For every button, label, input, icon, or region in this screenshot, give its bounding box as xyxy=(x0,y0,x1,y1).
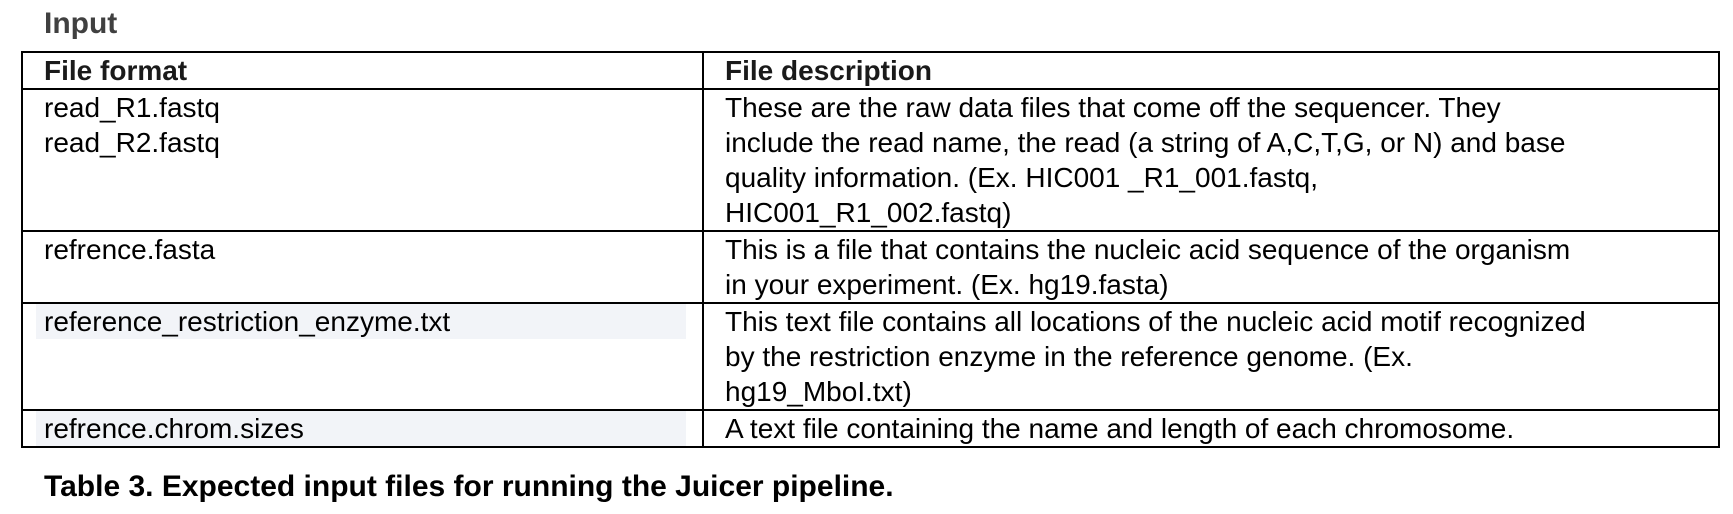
description-line: HIC001_R1_002.fastq) xyxy=(725,197,1012,228)
file-description-cell: A text file containing the name and leng… xyxy=(702,409,1720,448)
file-description-cell: These are the raw data files that come o… xyxy=(702,88,1720,232)
description-line: hg19_MboI.txt) xyxy=(725,376,912,407)
table-row: reference_restriction_enzyme.txt This te… xyxy=(21,302,1720,411)
file-name: read_R1.fastq xyxy=(44,92,220,123)
file-description-cell: This text file contains all locations of… xyxy=(702,302,1720,411)
file-name: refrence.fasta xyxy=(44,234,216,265)
file-name: read_R2.fastq xyxy=(44,127,220,158)
description-line: This text file contains all locations of… xyxy=(725,306,1586,337)
file-name: refrence.chrom.sizes xyxy=(36,411,686,446)
description-line: A text file containing the name and leng… xyxy=(725,413,1515,444)
file-format-cell: reference_restriction_enzyme.txt xyxy=(21,302,704,411)
header-file-description: File description xyxy=(702,51,1720,90)
table-row: refrence.chrom.sizes A text file contain… xyxy=(21,409,1720,448)
description-line: quality information. (Ex. HIC001 _R1_001… xyxy=(725,162,1318,193)
description-line: in your experiment. (Ex. hg19.fasta) xyxy=(725,269,1169,300)
description-line: This is a file that contains the nucleic… xyxy=(725,234,1571,265)
description-line: These are the raw data files that come o… xyxy=(725,92,1501,123)
table-header-row: File format File description xyxy=(21,51,1720,90)
header-file-format: File format xyxy=(21,51,704,90)
file-format-cell: read_R1.fastq read_R2.fastq xyxy=(21,88,704,232)
input-files-table: File format File description read_R1.fas… xyxy=(21,51,1720,448)
table-row: refrence.fasta This is a file that conta… xyxy=(21,230,1720,304)
table-row: read_R1.fastq read_R2.fastq These are th… xyxy=(21,88,1720,232)
file-format-cell: refrence.fasta xyxy=(21,230,704,304)
section-title: Input xyxy=(44,7,118,40)
description-line: by the restriction enzyme in the referen… xyxy=(725,341,1413,372)
file-description-cell: This is a file that contains the nucleic… xyxy=(702,230,1720,304)
file-name: reference_restriction_enzyme.txt xyxy=(36,304,686,339)
file-format-cell: refrence.chrom.sizes xyxy=(21,409,704,448)
description-line: include the read name, the read (a strin… xyxy=(725,127,1566,158)
table-caption: Table 3. Expected input files for runnin… xyxy=(44,470,894,503)
